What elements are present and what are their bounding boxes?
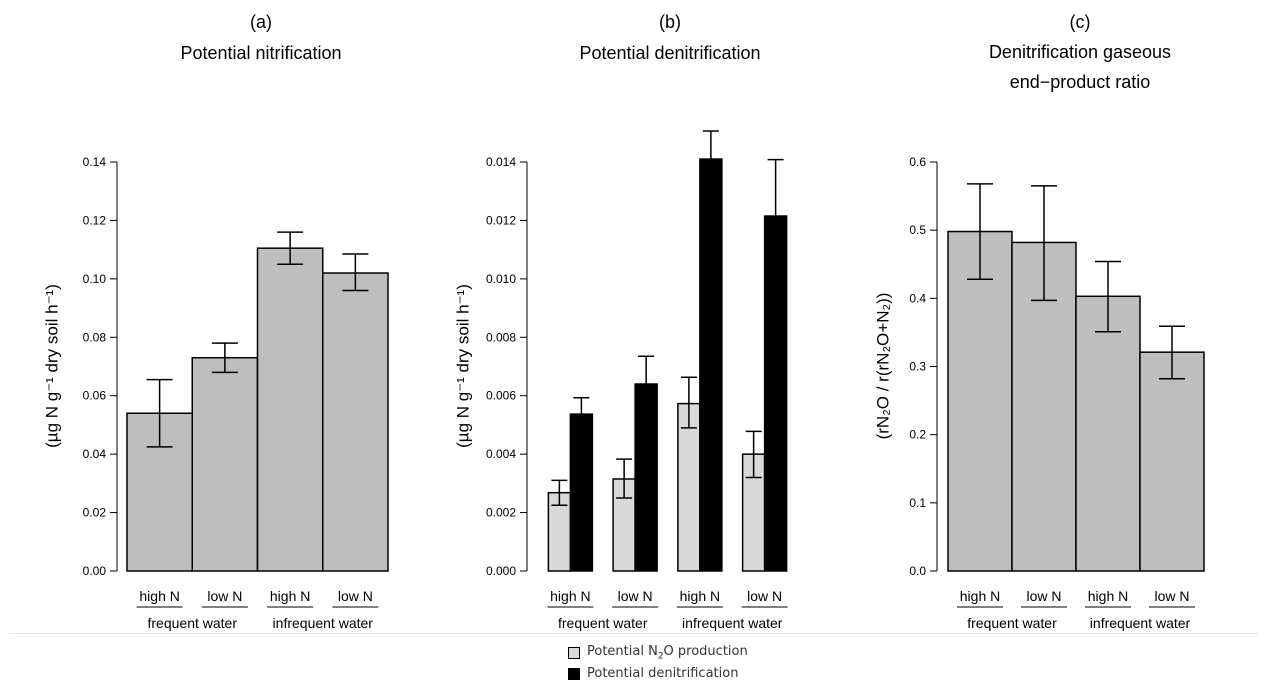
panel-0-y-tick-label-7: 0.14 <box>83 155 107 169</box>
panel-2-y-tick-label-0: 0.0 <box>909 564 926 578</box>
panel-0-group-label-1: infrequent water <box>273 615 374 631</box>
panel-0-bar-3-0 <box>322 272 389 572</box>
panel-0-category-label-2: high N <box>270 588 310 604</box>
panel-1-y-tick-label-5: 0.010 <box>486 272 516 286</box>
panel-2-category-label-0: high N <box>960 588 1000 604</box>
panel-1-bar-2-0 <box>677 402 701 572</box>
panel-1-bar-0-1 <box>569 413 594 572</box>
panel-2-y-tick-label-3: 0.3 <box>909 360 926 374</box>
panel-2-y-label: (rN₂O / r(rN₂O+N₂)) <box>874 293 893 440</box>
panel-1-y-label: (µg N g⁻¹ dry soil h⁻¹) <box>454 284 473 448</box>
panel-1-title-line-0: (b) <box>659 12 681 32</box>
panel-2-title-line-2: end−product ratio <box>1010 72 1151 92</box>
panel-2-y-tick-label-6: 0.6 <box>909 155 926 169</box>
panel-0-y-tick-label-3: 0.06 <box>83 389 107 403</box>
panel-1-y-tick-label-7: 0.014 <box>486 155 516 169</box>
legend: Potential N2O production Potential denit… <box>568 642 748 684</box>
panel-2-bar-3-0 <box>1139 351 1205 572</box>
panel-2-title-line-0: (c) <box>1070 12 1091 32</box>
legend-item-n2o: Potential N2O production <box>568 642 748 663</box>
panel-1-y-tick-label-4: 0.008 <box>486 330 516 344</box>
panel-0-title-line-1: Potential nitrification <box>180 43 341 63</box>
panel-1-y-tick-label-3: 0.006 <box>486 389 516 403</box>
panel-0-bar-2-0 <box>256 247 324 572</box>
panel-0-category-label-1: low N <box>207 588 242 604</box>
panel-2-y-tick-label-2: 0.2 <box>909 428 926 442</box>
panel-0-y-tick-label-4: 0.08 <box>83 330 107 344</box>
panel-1-y-tick-label-0: 0.000 <box>486 564 516 578</box>
panel-2-y-tick-label-5: 0.5 <box>909 223 926 237</box>
panel-2-group-label-0: frequent water <box>967 615 1057 631</box>
panel-1-group-label-1: infrequent water <box>682 615 783 631</box>
panel-2-y-tick-label-1: 0.1 <box>909 496 926 510</box>
panel-1-bar-2-1 <box>699 158 723 572</box>
panel-0-group-label-0: frequent water <box>148 615 238 631</box>
panel-0-y-tick-label-2: 0.04 <box>83 447 107 461</box>
panel-2-bar-2-0 <box>1075 295 1141 572</box>
legend-item-denitrification: Potential denitrification <box>568 663 748 684</box>
panel-2-y-tick-label-4: 0.4 <box>909 291 926 305</box>
panel-1-category-label-0: high N <box>550 588 590 604</box>
panel-2-category-label-2: high N <box>1088 588 1128 604</box>
panel-2-category-label-3: low N <box>1154 588 1189 604</box>
panel-2-bar-0-0 <box>947 230 1013 572</box>
panel-0-y-tick-label-5: 0.10 <box>83 272 107 286</box>
legend-label-n2o: Potential N2O production <box>587 643 748 662</box>
panel-1-title-line-1: Potential denitrification <box>579 43 760 63</box>
panel-0-y-tick-label-1: 0.02 <box>83 506 107 520</box>
panel-0-category-label-0: high N <box>139 588 179 604</box>
legend-swatch-n2o <box>568 646 580 659</box>
panel-1-category-label-1: low N <box>618 588 653 604</box>
panel-0-category-label-3: low N <box>338 588 373 604</box>
panel-1-bar-3-1 <box>763 215 788 572</box>
panel-0-y-tick-label-6: 0.12 <box>83 213 107 227</box>
panel-2-category-label-1: low N <box>1026 588 1061 604</box>
panel-0-y-label: (µg N g⁻¹ dry soil h⁻¹) <box>43 284 62 448</box>
panel-1-category-label-2: high N <box>680 588 720 604</box>
panel-0-title-line-0: (a) <box>250 12 272 32</box>
panel-1-y-tick-label-1: 0.002 <box>486 506 516 520</box>
panel-0-y-tick-label-0: 0.00 <box>83 564 107 578</box>
legend-divider <box>10 633 1258 634</box>
panel-1-bar-1-1 <box>634 383 658 572</box>
legend-label-denitrification: Potential denitrification <box>587 666 739 681</box>
panel-1-category-label-3: low N <box>747 588 782 604</box>
panel-1-y-tick-label-6: 0.012 <box>486 213 516 227</box>
panel-0-bar-1-0 <box>191 356 259 572</box>
panel-2-group-label-1: infrequent water <box>1090 615 1191 631</box>
panel-2-title-line-1: Denitrification gaseous <box>989 42 1171 62</box>
panel-1-group-label-0: frequent water <box>558 615 648 631</box>
panel-1-y-tick-label-2: 0.004 <box>486 447 516 461</box>
legend-swatch-denitrification <box>568 667 580 680</box>
